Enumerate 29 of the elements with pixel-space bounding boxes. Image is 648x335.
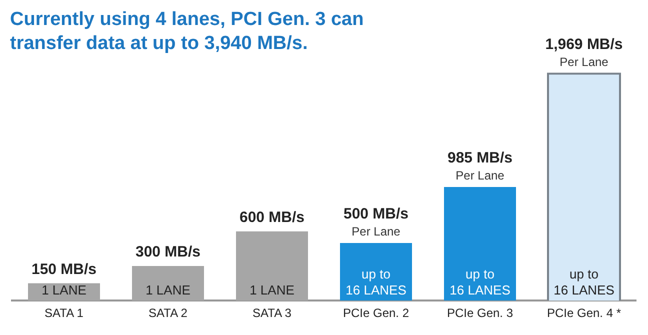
data-label: 150 MB/s <box>31 260 97 278</box>
bar <box>444 187 516 301</box>
annotation: up to <box>466 266 494 282</box>
annotation: Per Lane <box>560 54 609 69</box>
bar <box>236 231 308 301</box>
x-tick-label: PCIe Gen. 2 <box>342 306 410 320</box>
x-tick-label: PCIe Gen. 3 <box>446 306 514 320</box>
annotation: up to <box>362 266 390 282</box>
annotation: 16 LANES <box>554 282 615 298</box>
annotation: 1 LANE <box>42 282 87 298</box>
annotation: 16 LANES <box>346 282 407 298</box>
data-label: 500 MB/s <box>343 206 409 223</box>
annotation: 16 LANES <box>450 282 511 298</box>
bar <box>132 266 204 301</box>
x-tick-label: SATA 3 <box>252 306 292 320</box>
annotation: up to <box>570 266 598 282</box>
x-tick-label: PCIe Gen. 4 * <box>546 306 622 320</box>
data-label: 300 MB/s <box>135 244 201 261</box>
annotation: Per Lane <box>352 224 401 238</box>
data-label: 985 MB/s <box>447 150 513 167</box>
chart-title: Currently using 4 lanes, PCI Gen. 3 can transfer data at up to 3,940 MB/s. <box>10 8 365 56</box>
data-label: 600 MB/s <box>239 209 305 226</box>
bar <box>340 242 412 301</box>
x-tick-label: SATA 2 <box>148 306 188 320</box>
annotation: Per Lane <box>456 168 505 182</box>
x-tick-label: SATA 1 <box>44 306 84 320</box>
annotation: 1 LANE <box>146 282 191 298</box>
data-label: 1,969 MB/s <box>545 36 623 54</box>
annotation: 1 LANE <box>250 282 295 298</box>
